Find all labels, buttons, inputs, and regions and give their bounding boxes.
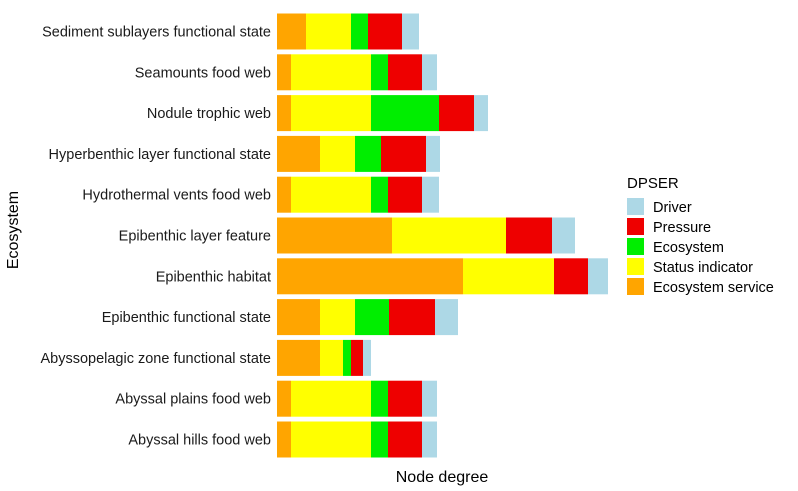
bar-status-indicator-nodule-trophic-web bbox=[291, 95, 371, 132]
bar-status-indicator-abyssopelagic-zone-functional-state bbox=[320, 339, 343, 376]
bar-driver-hyperbenthic-layer-functional-state bbox=[426, 135, 440, 172]
legend-swatch-status-indicator bbox=[627, 258, 644, 275]
bar-ecosystem-service-sediment-sublayers-functional-state bbox=[277, 13, 306, 50]
bar-status-indicator-sediment-sublayers-functional-state bbox=[306, 13, 351, 50]
bar-pressure-abyssal-plains-food-web bbox=[388, 380, 422, 417]
bar-ecosystem-abyssopelagic-zone-functional-state bbox=[343, 339, 351, 376]
bar-driver-seamounts-food-web bbox=[422, 54, 437, 91]
x-axis-title: Node degree bbox=[396, 469, 489, 486]
y-axis-title: Ecosystem bbox=[5, 191, 22, 269]
bar-ecosystem-nodule-trophic-web bbox=[371, 95, 439, 132]
bar-ecosystem-epibenthic-functional-state bbox=[355, 299, 389, 336]
bar-ecosystem-service-nodule-trophic-web bbox=[277, 95, 291, 132]
bar-driver-abyssal-plains-food-web bbox=[422, 380, 437, 417]
bar-ecosystem-service-seamounts-food-web bbox=[277, 54, 291, 91]
bar-pressure-abyssopelagic-zone-functional-state bbox=[351, 339, 363, 376]
bar-ecosystem-abyssal-plains-food-web bbox=[371, 380, 388, 417]
bar-driver-epibenthic-habitat bbox=[588, 258, 608, 295]
legend-swatch-ecosystem bbox=[627, 238, 644, 255]
bar-ecosystem-abyssal-hills-food-web bbox=[371, 421, 388, 458]
bar-ecosystem-service-epibenthic-functional-state bbox=[277, 299, 320, 336]
legend-label-driver: Driver bbox=[653, 200, 692, 216]
legend-swatch-pressure bbox=[627, 218, 644, 235]
bar-ecosystem-sediment-sublayers-functional-state bbox=[351, 13, 368, 50]
bar-ecosystem-service-epibenthic-habitat bbox=[277, 258, 463, 295]
category-label: Epibenthic functional state bbox=[102, 310, 271, 326]
legend-title: DPSER bbox=[627, 175, 679, 192]
category-label: Epibenthic layer feature bbox=[119, 229, 271, 245]
legend-items: Driver Pressure Ecosystem Status indicator E… bbox=[627, 198, 774, 296]
category-label: Abyssopelagic zone functional state bbox=[40, 351, 271, 367]
category-label: Abyssal hills food web bbox=[128, 433, 271, 449]
category-label: Hyperbenthic layer functional state bbox=[49, 147, 271, 163]
category-labels: Sediment sublayers functional state Seamo… bbox=[40, 25, 271, 449]
bar-ecosystem-service-hyperbenthic-layer-functional-state bbox=[277, 135, 320, 172]
bar-pressure-epibenthic-habitat bbox=[554, 258, 588, 295]
category-label: Nodule trophic web bbox=[147, 106, 271, 122]
bar-ecosystem-service-abyssopelagic-zone-functional-state bbox=[277, 339, 320, 376]
legend-label-status-indicator: Status indicator bbox=[653, 260, 753, 276]
bar-driver-epibenthic-functional-state bbox=[435, 299, 458, 336]
bar-ecosystem-service-abyssal-plains-food-web bbox=[277, 380, 291, 417]
legend-swatch-ecosystem-service bbox=[627, 278, 644, 295]
bar-status-indicator-hydrothermal-vents-food-web bbox=[291, 176, 371, 213]
bar-status-indicator-seamounts-food-web bbox=[291, 54, 371, 91]
legend-swatch-driver bbox=[627, 198, 644, 215]
bar-pressure-epibenthic-layer-feature bbox=[506, 217, 552, 254]
bar-status-indicator-abyssal-plains-food-web bbox=[291, 380, 371, 417]
legend-label-ecosystem-service: Ecosystem service bbox=[653, 280, 774, 296]
bar-status-indicator-epibenthic-habitat bbox=[463, 258, 554, 295]
bar-pressure-sediment-sublayers-functional-state bbox=[368, 13, 402, 50]
bar-driver-sediment-sublayers-functional-state bbox=[402, 13, 419, 50]
bar-ecosystem-service-abyssal-hills-food-web bbox=[277, 421, 291, 458]
bar-driver-abyssopelagic-zone-functional-state bbox=[363, 339, 371, 376]
bar-driver-nodule-trophic-web bbox=[474, 95, 488, 132]
bar-ecosystem-hydrothermal-vents-food-web bbox=[371, 176, 388, 213]
legend: DPSER Driver Pressure Ecosystem Status indi… bbox=[627, 175, 774, 296]
bar-pressure-abyssal-hills-food-web bbox=[388, 421, 422, 458]
bar-pressure-epibenthic-functional-state bbox=[389, 299, 435, 336]
bar-pressure-hydrothermal-vents-food-web bbox=[388, 176, 422, 213]
bar-driver-abyssal-hills-food-web bbox=[422, 421, 437, 458]
legend-label-ecosystem: Ecosystem bbox=[653, 240, 724, 256]
bar-ecosystem-service-epibenthic-layer-feature bbox=[277, 217, 392, 254]
bar-status-indicator-epibenthic-functional-state bbox=[320, 299, 355, 336]
bar-status-indicator-epibenthic-layer-feature bbox=[392, 217, 506, 254]
bar-status-indicator-abyssal-hills-food-web bbox=[291, 421, 371, 458]
legend-label-pressure: Pressure bbox=[653, 220, 711, 236]
category-label: Abyssal plains food web bbox=[115, 392, 271, 408]
bar-pressure-nodule-trophic-web bbox=[439, 95, 474, 132]
bar-driver-epibenthic-layer-feature bbox=[552, 217, 575, 254]
bar-driver-hydrothermal-vents-food-web bbox=[422, 176, 439, 213]
bar-ecosystem-hyperbenthic-layer-functional-state bbox=[355, 135, 381, 172]
bars-layer bbox=[277, 13, 608, 458]
bar-status-indicator-hyperbenthic-layer-functional-state bbox=[320, 135, 355, 172]
bar-pressure-seamounts-food-web bbox=[388, 54, 422, 91]
category-label: Seamounts food web bbox=[135, 65, 271, 81]
category-label: Epibenthic habitat bbox=[156, 269, 271, 285]
category-label: Hydrothermal vents food web bbox=[82, 188, 271, 204]
bar-pressure-hyperbenthic-layer-functional-state bbox=[381, 135, 426, 172]
bar-ecosystem-seamounts-food-web bbox=[371, 54, 388, 91]
bar-ecosystem-service-hydrothermal-vents-food-web bbox=[277, 176, 291, 213]
category-label: Sediment sublayers functional state bbox=[42, 25, 271, 41]
